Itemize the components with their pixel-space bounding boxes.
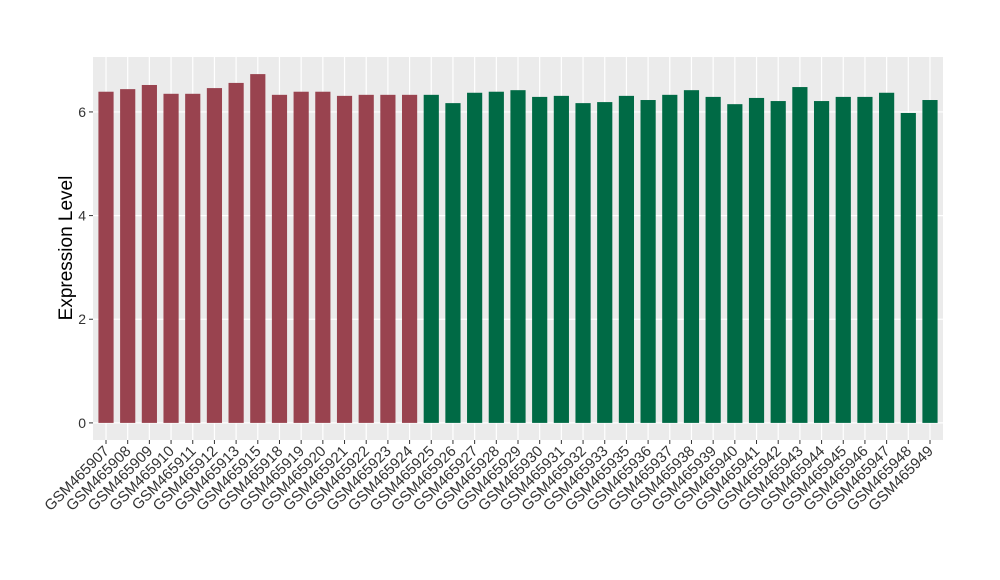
y-tick-label: 6 xyxy=(78,104,86,120)
bar xyxy=(467,92,483,423)
bar xyxy=(228,82,244,423)
bar xyxy=(705,96,721,423)
bar xyxy=(662,94,678,423)
bar xyxy=(792,87,808,423)
bar xyxy=(532,96,548,423)
bar xyxy=(553,95,569,423)
bar xyxy=(640,100,656,423)
bar xyxy=(900,112,916,423)
y-axis-title: Expression Level xyxy=(56,176,77,321)
bar xyxy=(163,93,179,423)
bar xyxy=(575,103,591,423)
bar xyxy=(445,103,461,423)
bar xyxy=(206,88,223,423)
y-tick-label: 0 xyxy=(78,415,86,431)
bar xyxy=(380,94,396,423)
bar xyxy=(250,74,266,423)
bar xyxy=(727,104,743,423)
bar xyxy=(835,96,851,423)
bar xyxy=(293,91,309,423)
bar xyxy=(770,101,786,423)
bar xyxy=(271,94,288,423)
bar xyxy=(748,97,765,423)
bar xyxy=(98,91,114,423)
bar xyxy=(423,94,439,423)
bar xyxy=(120,89,136,423)
bar xyxy=(185,93,201,423)
bar xyxy=(597,102,613,423)
bar xyxy=(683,90,700,423)
y-tick-label: 4 xyxy=(78,208,86,224)
bar xyxy=(813,101,830,423)
bar xyxy=(401,94,418,423)
bar xyxy=(141,84,157,423)
y-tick-label: 2 xyxy=(78,311,86,327)
bar xyxy=(510,90,526,423)
bar xyxy=(857,96,873,423)
bar xyxy=(315,91,331,423)
bar xyxy=(879,92,895,423)
bar xyxy=(488,91,504,423)
bar xyxy=(358,94,374,423)
bar xyxy=(922,100,938,423)
bar xyxy=(618,95,635,423)
bar xyxy=(336,95,353,423)
